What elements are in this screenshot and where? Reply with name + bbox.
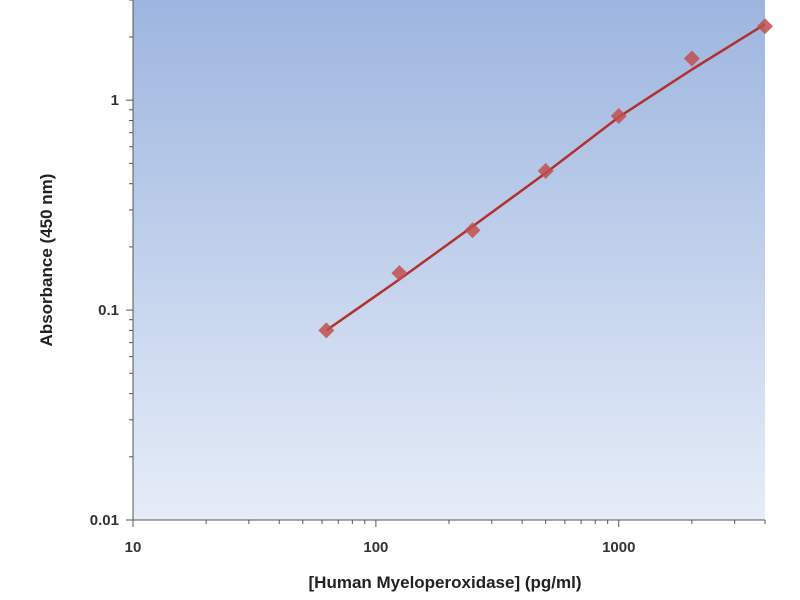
axes <box>126 0 766 527</box>
y-tick-label: 0.01 <box>90 512 119 529</box>
data-point <box>537 162 554 179</box>
y-axis-title: Absorbance (450 nm) <box>37 174 56 347</box>
x-axis-title: [Human Myeloperoxidase] (pg/ml) <box>309 573 582 592</box>
x-tick-label: 100 <box>363 539 388 556</box>
x-tick-label: 1000 <box>602 539 635 556</box>
plot-area <box>133 0 765 520</box>
data-point <box>318 322 335 339</box>
y-tick-label: 1 <box>111 92 119 109</box>
x-tick-label: 10 <box>125 539 142 556</box>
tick-labels: 10 100 1000 0.01 0.1 1 <box>90 92 636 556</box>
data-point <box>757 18 773 35</box>
data-point <box>610 108 627 125</box>
data-point <box>391 265 408 282</box>
y-tick-label: 0.1 <box>98 302 119 319</box>
data-point <box>464 222 481 239</box>
data-points <box>318 18 773 339</box>
data-point <box>683 50 700 67</box>
